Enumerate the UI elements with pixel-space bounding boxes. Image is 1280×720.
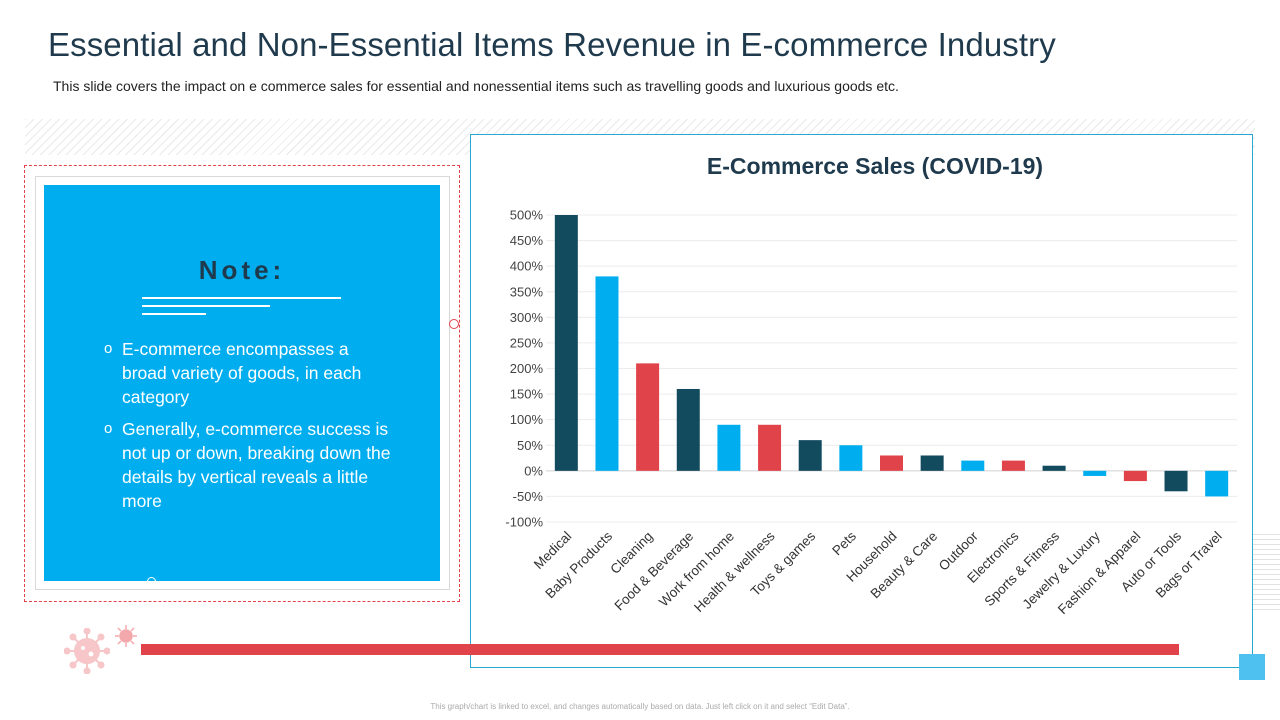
- y-tick-label: 400%: [510, 259, 544, 274]
- virus-icon: [64, 628, 110, 674]
- y-tick-label: 0%: [524, 463, 543, 478]
- y-tick-label: 350%: [510, 284, 544, 299]
- decorative-ring-icon: [449, 319, 459, 329]
- note-heading: Note:: [198, 255, 286, 285]
- bar-baby-products: [595, 276, 619, 471]
- bar-pets: [839, 445, 863, 471]
- bars: [554, 215, 1229, 497]
- bar-electronics: [1001, 460, 1025, 471]
- bar-beauty-care: [920, 455, 944, 471]
- footer-note: This graph/chart is linked to excel, and…: [430, 702, 850, 711]
- y-tick-label: -50%: [513, 489, 544, 504]
- bar-toys-games: [798, 440, 822, 471]
- y-tick-label: 200%: [510, 361, 544, 376]
- y-tick-label: 100%: [510, 412, 544, 427]
- x-tick-label: Pets: [829, 528, 859, 558]
- y-tick-label: 300%: [510, 310, 544, 325]
- decorative-blue-square: [1239, 654, 1265, 680]
- decorative-hatch-corner: [1252, 530, 1280, 610]
- note-underline-short: [142, 313, 206, 315]
- bar-health-wellness: [758, 424, 782, 471]
- y-tick-label: 450%: [510, 233, 544, 248]
- decorative-red-bar: [141, 644, 1179, 655]
- note-list: o E-commerce encompasses a broad variety…: [104, 337, 394, 521]
- bar-sports-fitness: [1042, 465, 1066, 471]
- note-item-text: Generally, e-commerce success is not up …: [122, 419, 391, 511]
- chart-panel: E-Commerce Sales (COVID-19) 500% 450% 400%…: [470, 134, 1253, 668]
- bar-cleaning: [636, 363, 660, 471]
- chart-title: E-Commerce Sales (COVID-19): [707, 153, 1043, 179]
- y-tick-label: -100%: [505, 515, 543, 530]
- decorative-ring-icon: [147, 577, 156, 586]
- gridlines: [546, 214, 1237, 523]
- note-underline-mid: [142, 305, 270, 307]
- page-title: Essential and Non-Essential Items Revenu…: [48, 26, 1056, 63]
- note-underline-long: [142, 297, 341, 299]
- bar-bags-or-travel: [1205, 470, 1229, 497]
- y-tick-label: 50%: [517, 438, 543, 453]
- note-list-item: o E-commerce encompasses a broad variety…: [104, 337, 394, 409]
- bar-medical: [554, 215, 578, 471]
- y-tick-label: 500%: [510, 208, 544, 223]
- note-list-item: o Generally, e-commerce success is not u…: [104, 417, 394, 513]
- x-tick-label: Work from home: [656, 529, 737, 610]
- bar-fashion-apparel: [1123, 470, 1147, 482]
- x-tick-label: Sports & Fitness: [982, 528, 1063, 609]
- bar-auto-or-tools: [1164, 470, 1188, 492]
- bar-outdoor: [961, 460, 985, 471]
- bar-household: [880, 455, 903, 471]
- note-panel: Note: o E-commerce encompasses a broad v…: [44, 185, 440, 581]
- y-tick-label: 250%: [510, 335, 544, 350]
- bar-work-from-home: [717, 424, 741, 471]
- bullet-icon: o: [104, 420, 113, 437]
- y-tick-label: 150%: [510, 387, 544, 402]
- bar-food-beverage: [676, 388, 700, 471]
- page-subtitle: This slide covers the impact on e commer…: [53, 78, 899, 94]
- bullet-icon: o: [104, 340, 113, 357]
- virus-icon: [115, 625, 137, 647]
- bar-chart: E-Commerce Sales (COVID-19) 500% 450% 400%…: [505, 153, 1237, 617]
- bar-jewelry-luxury: [1083, 470, 1107, 476]
- note-item-text: E-commerce encompasses a broad variety o…: [122, 339, 362, 407]
